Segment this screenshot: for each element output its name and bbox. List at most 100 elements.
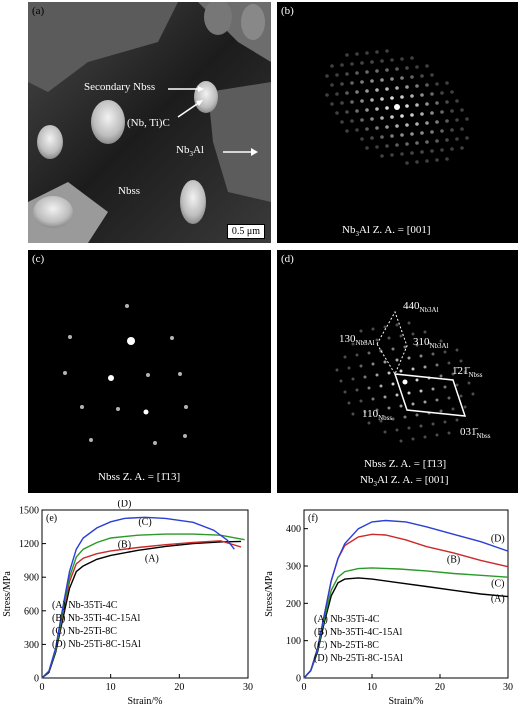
panel-label: (f) xyxy=(308,513,318,524)
diffraction-spot xyxy=(116,407,120,411)
diffraction-spot xyxy=(443,385,447,389)
diffraction-spot xyxy=(345,72,349,76)
diffraction-spot xyxy=(410,75,414,79)
diffraction-spot xyxy=(387,406,391,410)
diffraction-spot xyxy=(395,323,399,327)
x-tick-label: 30 xyxy=(243,682,253,693)
diffraction-spot xyxy=(415,103,419,107)
y-tick-label: 300 xyxy=(286,562,301,573)
diffraction-spot xyxy=(365,89,369,93)
diffraction-spot xyxy=(419,389,423,393)
diffraction-spot xyxy=(411,332,415,336)
diffraction-spot xyxy=(355,388,359,392)
diffraction-spot xyxy=(385,68,389,72)
unit-cell-outline xyxy=(393,373,467,417)
diffraction-spot xyxy=(445,157,449,161)
plot-frame xyxy=(303,509,509,679)
diffraction-spot xyxy=(425,64,429,68)
plot-frame xyxy=(41,509,249,679)
diffraction-spot xyxy=(153,441,157,445)
x-tick-label: 20 xyxy=(174,682,184,693)
diffraction-spot xyxy=(340,82,344,86)
spot-label-110: 110Nbss xyxy=(362,408,393,423)
caption-d-line2: Nb3Al Z. A. = [001] xyxy=(360,474,449,489)
spot-label-440: 440Nb3Al xyxy=(403,300,439,315)
diffraction-spot xyxy=(370,60,374,64)
diffraction-spot xyxy=(345,110,349,114)
diffraction-spot xyxy=(407,356,411,360)
diffraction-spot xyxy=(375,338,379,342)
diffraction-spot xyxy=(345,129,349,133)
panel-label: (d) xyxy=(281,253,294,265)
diffraction-spot xyxy=(355,353,359,357)
panel-b-diffraction: (b) Nb3Al Z. A. = [001] xyxy=(277,2,518,243)
diffraction-spot xyxy=(430,149,434,153)
diffraction-spot xyxy=(440,91,444,95)
diffraction-spot xyxy=(405,85,409,89)
diffraction-spot xyxy=(383,325,387,329)
diffraction-spot xyxy=(423,400,427,404)
diffraction-spot xyxy=(365,51,369,55)
diffraction-spot xyxy=(380,135,384,139)
diffraction-spot xyxy=(350,81,354,85)
diffraction-spot xyxy=(467,381,471,385)
diffraction-spot xyxy=(375,69,379,73)
diffraction-spot xyxy=(405,142,409,146)
diffraction-spot xyxy=(455,118,459,122)
panel-label: (e) xyxy=(46,513,57,524)
label-carbide: (Nb, Ti)C xyxy=(127,117,170,129)
scale-bar: 0.5 μm xyxy=(226,224,265,239)
x-tick-label: 20 xyxy=(435,682,445,693)
diffraction-spot xyxy=(460,127,464,131)
diffraction-spot xyxy=(343,390,347,394)
diffraction-spot xyxy=(435,158,439,162)
diffraction-spot xyxy=(375,126,379,130)
diffraction-spot xyxy=(425,121,429,125)
diffraction-spot xyxy=(455,418,459,422)
diffraction-spot xyxy=(445,119,449,123)
diffraction-spot xyxy=(439,339,443,343)
legend-entry: (D) Nb-25Ti-8C-15Al xyxy=(314,653,403,664)
label-nbss: Nbss xyxy=(118,185,141,197)
diffraction-spot xyxy=(455,383,459,387)
x-tick-label: 0 xyxy=(40,682,45,693)
panel-label: (b) xyxy=(281,5,294,17)
x-axis-label: Strain/% xyxy=(128,696,163,707)
diffraction-spot xyxy=(355,90,359,94)
diffraction-spot xyxy=(370,98,374,102)
diffraction-spot xyxy=(387,371,391,375)
diffraction-spot xyxy=(435,139,439,143)
y-tick-label: 900 xyxy=(24,573,39,584)
curve-label: (B) xyxy=(118,540,131,551)
y-tick-label: 600 xyxy=(24,606,39,617)
diffraction-spot xyxy=(347,366,351,370)
diffraction-spot xyxy=(460,108,464,112)
diffraction-spot xyxy=(385,87,389,91)
grain-small-3 xyxy=(33,196,73,228)
curve-label: (A) xyxy=(145,554,159,565)
diffraction-spot xyxy=(395,67,399,71)
diffraction-spot xyxy=(451,407,455,411)
diffraction-spot xyxy=(410,56,414,60)
diffraction-spot xyxy=(399,369,403,373)
x-tick-label: 30 xyxy=(503,682,513,693)
diffraction-spot xyxy=(395,124,399,128)
diffraction-spot xyxy=(340,63,344,67)
legend-entry: (C) Nb-25Ti-8C xyxy=(52,626,117,637)
diffraction-spot xyxy=(380,97,384,101)
diffraction-spot xyxy=(340,101,344,105)
diffraction-spot xyxy=(415,343,419,347)
diffraction-spot xyxy=(385,144,389,148)
diffraction-spot xyxy=(439,409,443,413)
diffraction-spot xyxy=(450,128,454,132)
y-tick-label: 300 xyxy=(24,640,39,651)
diffraction-spot xyxy=(395,143,399,147)
y-axis-label: Stress/MPa xyxy=(2,571,13,617)
diffraction-spot xyxy=(420,93,424,97)
caption-c: Nbss Z. A. = [1̄13] xyxy=(98,471,181,483)
diffraction-spot xyxy=(420,112,424,116)
diffraction-spot xyxy=(380,59,384,63)
x-axis-label: Strain/% xyxy=(389,696,424,707)
panel-label: (c) xyxy=(32,253,45,265)
diffraction-spot xyxy=(359,364,363,368)
